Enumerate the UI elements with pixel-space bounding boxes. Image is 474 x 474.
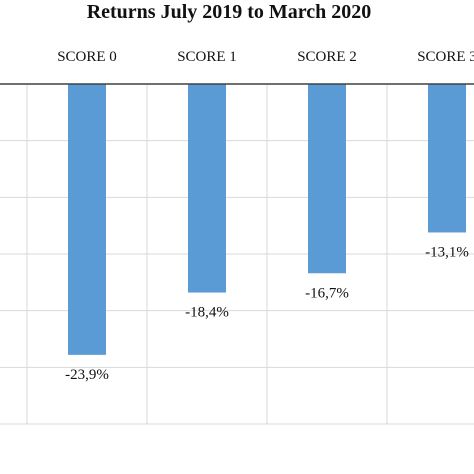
bar-score-3	[428, 84, 466, 233]
bar-score-2	[308, 84, 346, 274]
category-label: SCORE 2	[297, 49, 357, 65]
category-label: SCORE 3	[417, 49, 474, 65]
category-label: SCORE 0	[57, 49, 117, 65]
data-label: -23,9%	[65, 367, 109, 383]
bars	[68, 84, 466, 355]
chart-title: Returns July 2019 to March 2020	[87, 1, 372, 23]
data-labels: -23,9% -18,4% -16,7% -13,1%	[65, 244, 469, 382]
bar-score-0	[68, 84, 106, 355]
data-label: -16,7%	[305, 285, 349, 301]
category-label: SCORE 1	[177, 49, 237, 65]
category-labels: SCORE 0 SCORE 1 SCORE 2 SCORE 3	[57, 49, 474, 65]
data-label: -18,4%	[185, 305, 229, 321]
data-label: -13,1%	[425, 244, 469, 260]
bar-score-1	[188, 84, 226, 293]
